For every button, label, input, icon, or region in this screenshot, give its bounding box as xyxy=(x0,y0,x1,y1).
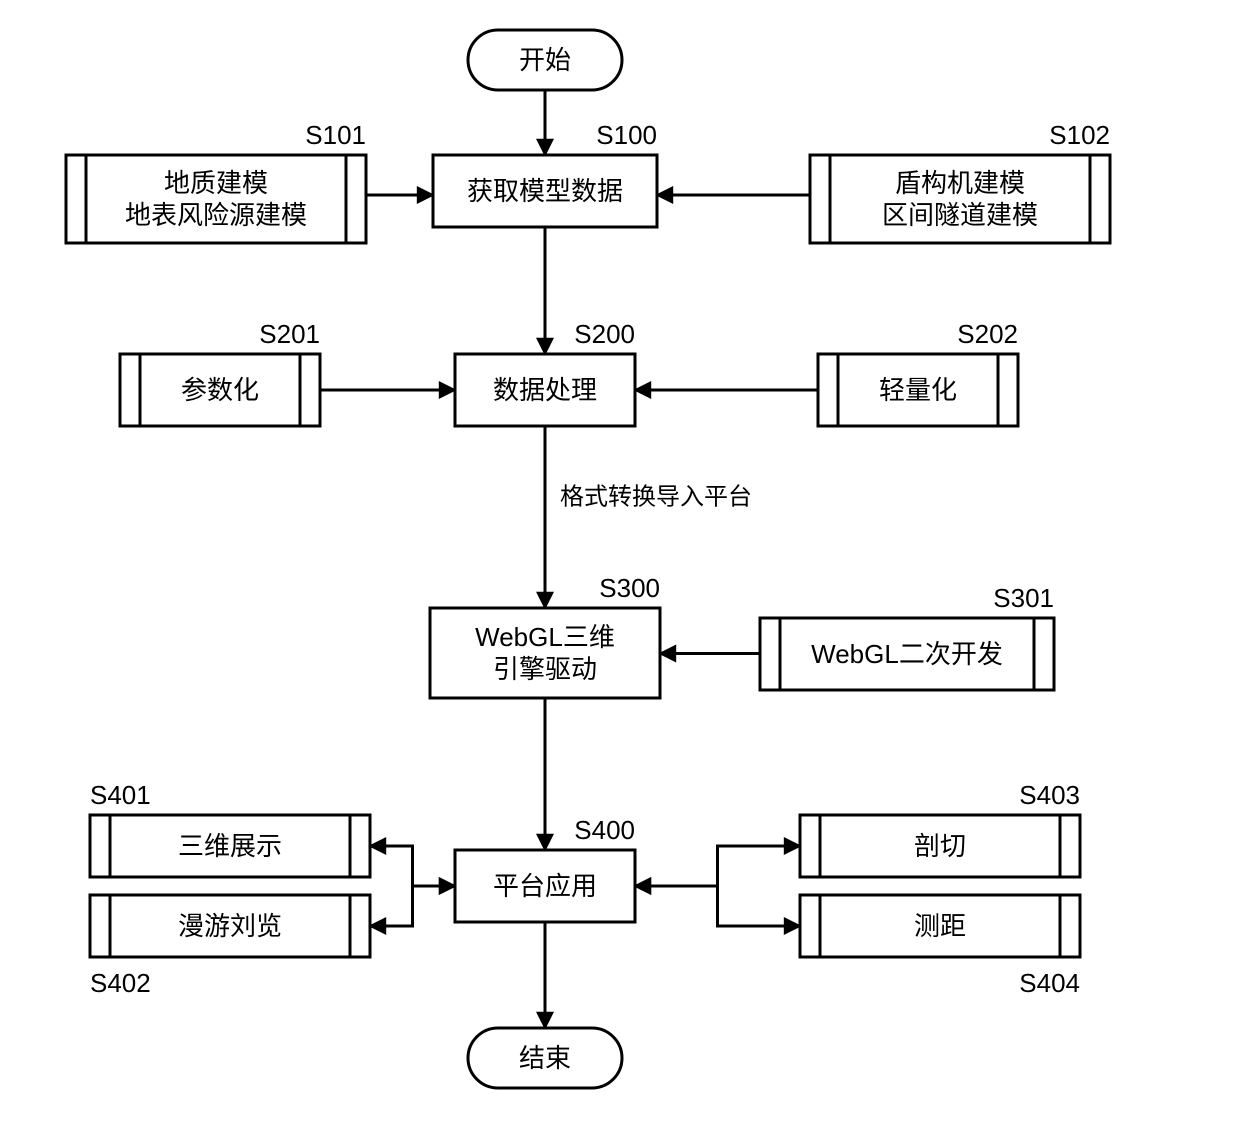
node-s102-text-1: 区间隧道建模 xyxy=(882,200,1038,230)
label-s401: S401 xyxy=(90,780,151,810)
label-s102: S102 xyxy=(1049,120,1110,150)
node-s300-text-0: WebGL三维 xyxy=(475,622,615,652)
label-s200: S200 xyxy=(574,319,635,349)
label-s301: S301 xyxy=(993,583,1054,613)
label-s404: S404 xyxy=(1019,968,1080,998)
edge-s400-s402 xyxy=(370,886,455,926)
node-s101-text-1: 地表风险源建模 xyxy=(125,200,307,230)
node-start-text: 开始 xyxy=(519,45,571,75)
label-s202: S202 xyxy=(957,319,1018,349)
node-s403-text-0: 剖切 xyxy=(914,831,966,861)
node-s402-text-0: 漫游刘览 xyxy=(178,911,282,941)
edge-s400-s401 xyxy=(370,846,455,886)
label-s400: S400 xyxy=(574,815,635,845)
node-s404-text-0: 测距 xyxy=(914,911,966,941)
label-s402: S402 xyxy=(90,968,151,998)
edge-s400-s404 xyxy=(635,886,800,926)
node-s400-text-0: 平台应用 xyxy=(493,871,597,901)
node-s200-text-0: 数据处理 xyxy=(493,375,597,405)
node-s202-text-0: 轻量化 xyxy=(879,375,957,405)
label-s201: S201 xyxy=(259,319,320,349)
node-s101-text-0: 地质建模 xyxy=(164,168,268,198)
label-s100: S100 xyxy=(596,120,657,150)
node-end-text: 结束 xyxy=(519,1043,571,1073)
edge-label: 格式转换导入平台 xyxy=(560,483,752,510)
node-s102-text-0: 盾构机建模 xyxy=(895,168,1025,198)
nodes-layer: 开始结束 获取模型数据 S100 地质建模地表风险源建模 S101 盾构机建模区间隧道建模… xyxy=(66,30,1110,1088)
flowchart-canvas: 格式转换导入平台 开始结束 获取模型数据 S100 地质建模地表风险源建模 S101 盾构机… xyxy=(0,0,1240,1126)
label-s300: S300 xyxy=(599,573,660,603)
node-s401-text-0: 三维展示 xyxy=(178,831,282,861)
edge-s400-s403 xyxy=(635,846,800,886)
node-s100-text-0: 获取模型数据 xyxy=(467,176,623,206)
label-s101: S101 xyxy=(305,120,366,150)
node-s301-text-0: WebGL二次开发 xyxy=(811,639,1003,669)
node-s300-text-1: 引擎驱动 xyxy=(493,654,597,684)
node-s201-text-0: 参数化 xyxy=(181,375,259,405)
label-s403: S403 xyxy=(1019,780,1080,810)
